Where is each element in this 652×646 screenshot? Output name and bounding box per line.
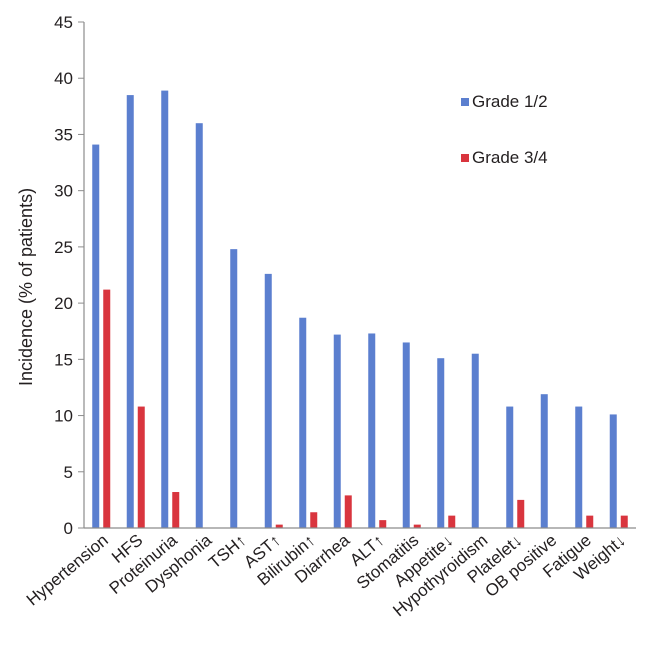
bar-grade-3-4 [172,492,180,528]
bar-grade-1-2 [333,334,341,528]
bar-grade-3-4 [620,515,628,528]
legend-swatch [461,98,469,106]
legend: Grade 1/2 Grade 3/4 [461,92,548,167]
y-tick-label: 40 [54,69,73,88]
bar-grade-1-2 [402,342,410,528]
bar-grade-1-2 [437,358,445,528]
bar-grade-1-2 [195,123,203,528]
bar-grade-1-2 [609,414,617,528]
y-axis-title: Incidence (% of patients) [16,188,36,386]
y-tick-label: 5 [64,463,73,482]
bar-grade-1-2 [471,353,479,528]
bar-grade-3-4 [448,515,456,528]
y-tick-label: 0 [64,519,73,538]
y-tick-label: 45 [54,13,73,32]
y-tick-label: 15 [54,350,73,369]
bar-grade-1-2 [264,273,272,528]
x-axis-category-labels: HypertensionHFSProteinuriaDysphoniaTSH↑A… [23,530,629,620]
bar-grade-3-4 [517,499,525,528]
bar-grade-1-2 [230,249,238,529]
bar-grade-3-4 [137,406,145,528]
x-category-label: Hypertension [23,531,112,610]
legend-label: Grade 1/2 [472,92,548,111]
bar-grade-1-2 [126,95,134,528]
bar-grade-1-2 [161,90,169,528]
bar-grade-1-2 [299,317,307,528]
y-axis-ticks: 0 5 10 15 20 25 30 35 40 45 [54,13,84,538]
bar-grade-3-4 [103,289,111,528]
bar-grade-3-4 [379,520,387,528]
bar-grade-3-4 [275,524,283,528]
y-tick-label: 10 [54,407,73,426]
bar-grade-1-2 [506,406,514,528]
bar-grade-3-4 [344,495,352,528]
bar-grade-1-2 [368,333,376,528]
bars-group [92,90,628,529]
bar-grade-3-4 [586,515,594,528]
y-tick-label: 30 [54,182,73,201]
y-tick-label: 35 [54,125,73,144]
y-tick-label: 20 [54,294,73,313]
legend-label: Grade 3/4 [472,148,548,167]
bar-grade-1-2 [540,394,548,528]
legend-swatch [461,154,469,162]
bar-grade-3-4 [413,524,421,528]
bar-grade-1-2 [92,144,100,528]
bar-grade-1-2 [575,406,583,528]
axes [83,22,636,529]
bar-grade-3-4 [310,512,318,528]
y-tick-label: 25 [54,238,73,257]
x-category-label: TSH↑ [205,531,250,573]
